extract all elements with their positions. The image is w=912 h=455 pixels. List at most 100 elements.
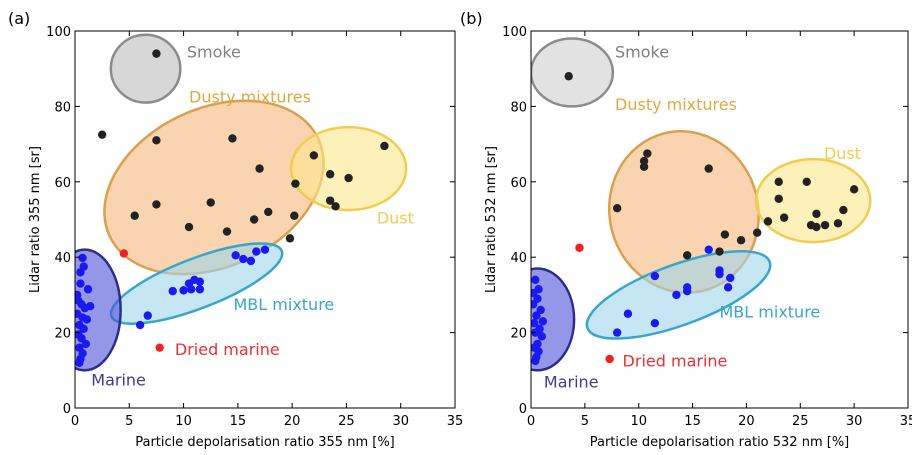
data-point [344,173,353,183]
data-point [532,311,541,320]
data-point [239,254,248,264]
x-tick-label: 0 [527,414,535,429]
region-label: Dusty mixtures [189,88,311,107]
x-tick-label: 35 [900,414,912,429]
data-point [309,151,319,160]
y-tick-label: 100 [46,25,71,40]
data-point [119,249,129,258]
data-point [672,290,681,300]
y-tick-label: 100 [502,25,527,40]
data-point [682,251,692,260]
data-point [246,256,256,266]
y-tick-label: 60 [54,176,71,191]
x-tick-label: 0 [71,414,79,429]
data-point [255,164,264,173]
y-tick-label: 20 [54,327,71,342]
plot-area [75,33,408,372]
x-tick-label: 20 [738,414,755,429]
region-dust [289,125,408,212]
region-label: Dried marine [175,340,280,359]
data-point [531,275,540,285]
data-point [839,205,848,215]
region-label: Dust [377,208,414,227]
region-label: Dusty mixtures [615,95,737,114]
data-point [331,202,340,211]
x-tick-label: 25 [792,414,809,429]
region-label: Marine [91,370,146,389]
x-axis-label: Particle depolarisation ratio 355 nm [%] [135,435,395,450]
data-point [531,300,538,309]
x-tick-label: 20 [284,414,301,429]
data-point [184,222,194,232]
y-tick-label: 0 [519,402,527,417]
data-point [152,49,161,58]
x-tick-label: 25 [338,414,355,429]
data-point [231,251,240,260]
region-label: Marine [544,372,599,391]
y-axis-label: Lidar ratio 355 nm [sr] [28,146,43,293]
data-point [195,277,205,286]
x-tick-label: 10 [630,414,647,429]
data-point [168,286,177,296]
data-point [78,253,87,263]
data-point [186,285,196,294]
data-point [704,245,713,254]
y-tick-label: 40 [54,251,71,266]
y-tick-label: 80 [54,100,71,115]
data-point [802,177,811,186]
data-point [222,227,232,236]
data-point [643,149,652,158]
data-point [130,211,139,220]
data-point [704,164,713,173]
data-point [763,217,773,226]
data-point [531,318,539,328]
data-point [380,141,389,151]
data-point [779,213,789,222]
region-label: Dust [824,144,861,163]
data-point [774,177,783,186]
x-tick-label: 15 [684,414,701,429]
data-point [534,285,543,294]
region-label: Smoke [615,42,669,61]
data-point [774,194,783,203]
data-point [325,170,335,179]
panel-label: (b) [460,9,483,28]
data-point [206,198,215,207]
data-point [538,317,548,326]
y-axis-label: Lidar ratio 532 nm [sr] [484,146,499,293]
x-tick-label: 30 [392,414,409,429]
data-point [76,279,85,288]
data-point [155,343,164,352]
y-tick-label: 60 [510,176,527,191]
data-point [285,234,295,243]
data-point [612,203,622,213]
region-label: MBL mixture [234,295,335,314]
data-point [726,273,735,283]
data-point [228,134,237,143]
data-point [195,285,205,294]
data-point [715,269,724,279]
data-point [812,209,821,219]
data-point [152,200,161,209]
data-point [639,162,649,171]
data-point [753,228,762,237]
data-point [82,315,92,324]
data-point [76,268,85,277]
data-point [252,247,261,256]
plot-frame [530,30,909,409]
chart-panel-b: Smoke Dusty mixtures Dust MBL mixture Marine… [460,9,912,450]
x-axis-label: Particle depolarisation ratio 532 nm [%] [590,435,850,450]
data-point [77,334,86,343]
data-point [720,230,730,239]
x-tick-label: 5 [125,414,133,429]
data-point [86,302,95,311]
panel-label: (a) [8,9,30,28]
data-point [83,285,93,294]
data-point [537,332,546,341]
data-point [179,286,188,295]
data-point [97,130,107,139]
data-point [623,309,633,318]
data-point [612,328,622,337]
x-tick-label: 35 [447,414,464,429]
